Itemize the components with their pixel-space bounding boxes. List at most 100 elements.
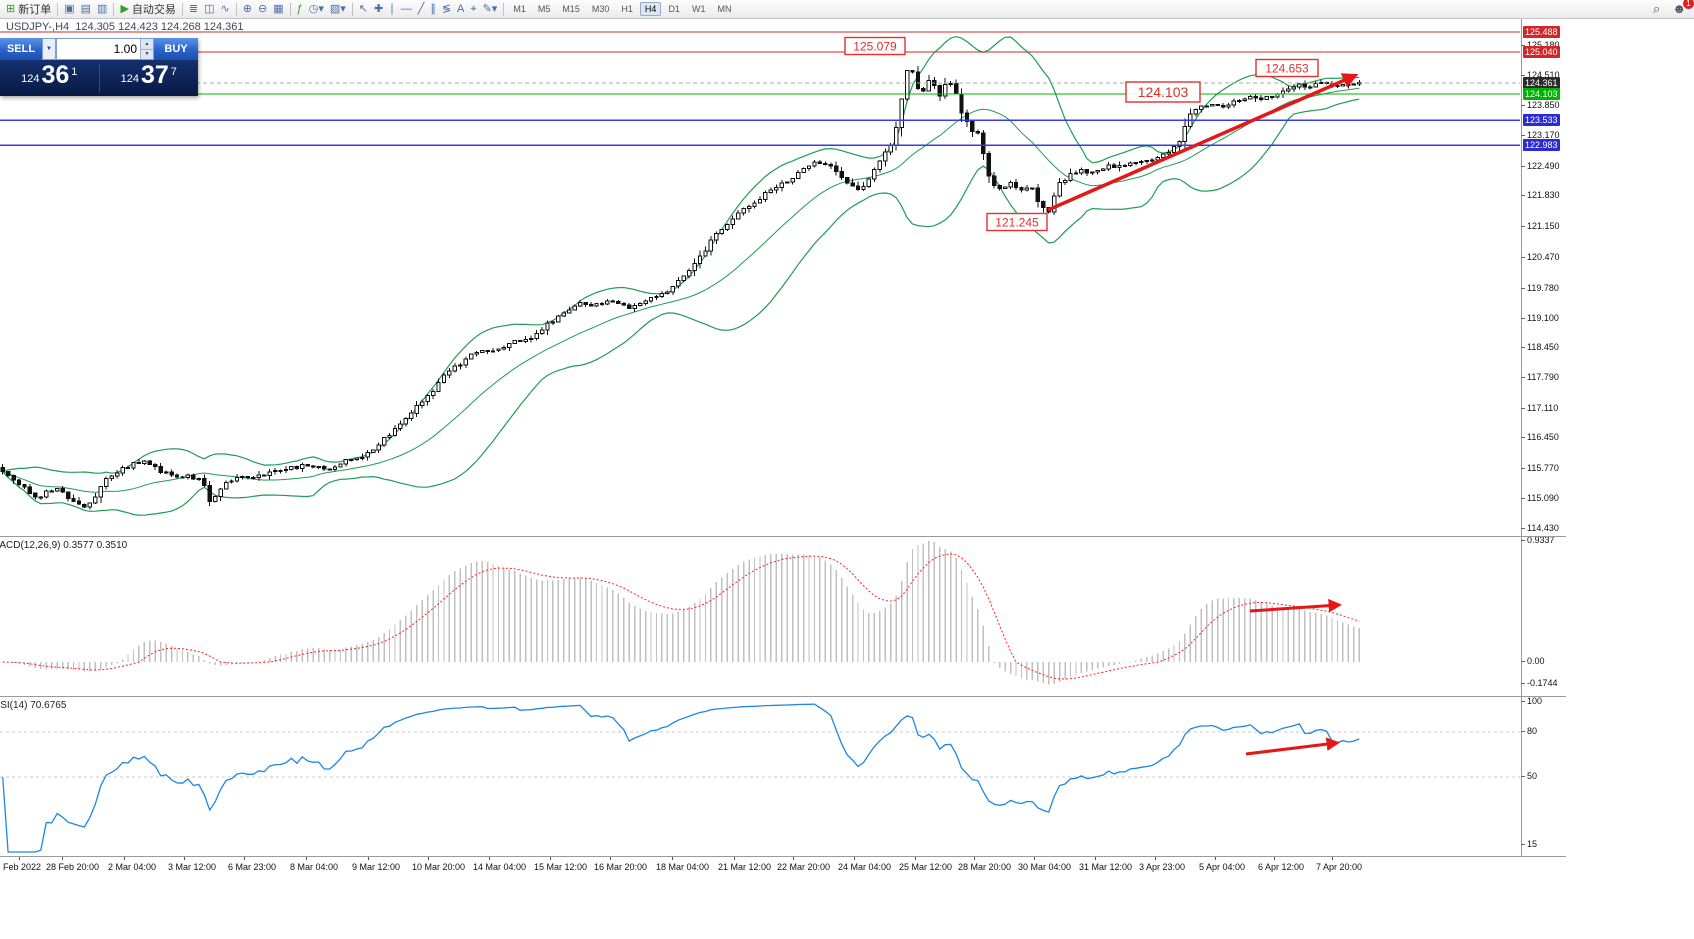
shapes-button[interactable]: ✎▾ xyxy=(480,1,501,17)
time-label: 8 Mar 04:00 xyxy=(290,862,339,872)
bar-chart-button[interactable]: ≣ xyxy=(186,1,201,17)
axis-label: 115.090 xyxy=(1521,493,1559,504)
timeframe-mn-button[interactable]: MN xyxy=(717,4,732,14)
macd-arrow[interactable] xyxy=(1249,598,1343,613)
toolbar-separator xyxy=(503,2,505,16)
label-button[interactable]: ⌖ xyxy=(467,1,479,17)
time-tick xyxy=(124,857,125,860)
template-button[interactable]: ▨▾ xyxy=(327,1,349,17)
price-annotation[interactable]: 124.103 xyxy=(1125,81,1201,103)
auto-trading-button[interactable]: ▶ 自动交易 xyxy=(117,1,178,17)
tile-windows-icon: ▦ xyxy=(273,3,284,15)
toolbar-left: ⊞ 新订单 ▣ ▤ ▥ ▶ 自动交易 ≣ ◫ ∿ ⊕ ⊖ ▦ ƒ ◷▾ ▨▾ ↖ ✚ ∣ ― ╱ ∥ ≶ A ⌖ ✎▾ M1 M5 M1… xyxy=(0,0,1694,18)
time-label: 24 Mar 04:00 xyxy=(838,862,892,872)
rsi-arrow[interactable] xyxy=(1245,737,1341,756)
timeframe-d1-button[interactable]: D1 xyxy=(668,4,680,14)
market-watch-button[interactable]: ▥ xyxy=(94,1,110,17)
new-chart-button[interactable]: ▣ xyxy=(61,1,77,17)
time-label: 31 Mar 12:00 xyxy=(1079,862,1133,872)
indicators-button[interactable]: ƒ xyxy=(294,1,306,17)
account-icon[interactable]: ☻ 1 xyxy=(1672,0,1694,18)
axis-label: 0.00 xyxy=(1521,656,1545,666)
timeframe-m1-button[interactable]: M1 xyxy=(513,4,526,14)
axis-label: 125.180 xyxy=(1521,39,1560,50)
axis-label: 123.850 xyxy=(1521,99,1560,110)
timeframe-m5-button[interactable]: M5 xyxy=(537,4,551,14)
horizontal-line-button[interactable]: ― xyxy=(398,1,415,17)
time-tick xyxy=(184,857,185,860)
panel-separator[interactable] xyxy=(0,696,1566,697)
main-chart[interactable]: 125.079 124.103 124.653 121.245 xyxy=(0,18,1566,536)
time-tick xyxy=(62,857,63,860)
volume-dropdown-button[interactable]: ▼ xyxy=(42,38,56,60)
timeframe-w1-button[interactable]: W1 xyxy=(691,4,706,14)
candlestick-button[interactable]: ◫ xyxy=(201,1,217,17)
template-icon: ▨▾ xyxy=(329,3,346,15)
rsi-indicator-label: RSI(14) 70.6765 xyxy=(0,700,67,711)
time-tick xyxy=(1095,857,1096,860)
fibonacci-button[interactable]: ≶ xyxy=(439,1,454,17)
new-order-button[interactable]: ⊞ 新订单 xyxy=(3,1,54,17)
sell-price-prefix: 124 xyxy=(21,72,40,85)
price-axis[interactable]: 125.180 124.510 123.850 123.170 122.490 121.8… xyxy=(1520,18,1570,856)
timeframe-m30-button[interactable]: M30 xyxy=(591,4,610,14)
axis-label: -0.1744 xyxy=(1521,678,1558,688)
axis-label: 0.9337 xyxy=(1521,535,1555,545)
auto-trading-icon: ▶ xyxy=(120,3,129,15)
time-axis[interactable]: Feb 2022 28 Feb 20:00 2 Mar 04:00 3 Mar 12:… xyxy=(0,857,1566,875)
rsi-panel[interactable] xyxy=(0,697,1566,856)
axis-label: 114.430 xyxy=(1521,523,1559,533)
axis-label: 118.450 xyxy=(1521,342,1559,353)
price-annotation[interactable]: 125.079 xyxy=(844,36,906,56)
cursor-button[interactable]: ↖ xyxy=(356,1,371,17)
timeframe-h1-button[interactable]: H1 xyxy=(621,4,633,14)
volume-down-button[interactable]: ▼ xyxy=(140,49,153,59)
buy-button[interactable]: BUY xyxy=(154,38,198,60)
svg-text:124.103: 124.103 xyxy=(1138,84,1189,100)
time-label: 16 Mar 20:00 xyxy=(594,862,648,872)
new-order-icon: ⊞ xyxy=(6,3,16,15)
price-annotation[interactable]: 124.653 xyxy=(1255,58,1319,78)
sell-button[interactable]: SELL xyxy=(0,38,42,60)
time-tick xyxy=(1155,857,1156,860)
buy-price[interactable]: 124 37 7 xyxy=(100,63,199,90)
price-annotation[interactable]: 121.245 xyxy=(986,212,1048,232)
bar-chart-icon: ≣ xyxy=(188,3,199,15)
volume-input[interactable] xyxy=(57,39,140,59)
panel-separator[interactable] xyxy=(0,856,1566,857)
periods-icon: ◷▾ xyxy=(308,3,324,15)
line-chart-button[interactable]: ∿ xyxy=(218,1,233,17)
tile-windows-button[interactable]: ▦ xyxy=(270,1,286,17)
channel-icon: ∥ xyxy=(430,3,436,15)
time-label: 5 Apr 04:00 xyxy=(1199,862,1246,872)
time-label: 28 Mar 20:00 xyxy=(958,862,1012,872)
macd-panel[interactable] xyxy=(0,537,1566,696)
chart-ohlc-header: USDJPY-,H4 124.305 124.423 124.268 124.3… xyxy=(6,21,244,33)
channel-button[interactable]: ∥ xyxy=(427,1,439,17)
timeframe-h4-button[interactable]: H4 xyxy=(639,2,662,16)
trendline-button[interactable]: ╱ xyxy=(415,1,428,17)
bollinger-bands xyxy=(2,35,1360,516)
zoom-out-button[interactable]: ⊖ xyxy=(255,1,270,17)
periods-button[interactable]: ◷▾ xyxy=(306,1,327,17)
trend-arrow[interactable] xyxy=(1047,73,1359,212)
new-order-button-label: 新订单 xyxy=(18,4,52,16)
sell-price[interactable]: 124 36 1 xyxy=(0,63,99,90)
axis-label: 100 xyxy=(1520,696,1543,706)
horizontal-line-icon: ― xyxy=(400,3,412,15)
profiles-button[interactable]: ▤ xyxy=(78,1,94,17)
time-tick xyxy=(368,857,369,860)
text-button[interactable]: A xyxy=(454,1,467,17)
vertical-line-button[interactable]: ∣ xyxy=(386,1,398,17)
crosshair-button[interactable]: ✚ xyxy=(371,1,386,17)
panel-separator[interactable] xyxy=(0,536,1566,537)
timeframe-m15-button[interactable]: M15 xyxy=(562,4,580,14)
zoom-in-button[interactable]: ⊕ xyxy=(240,1,255,17)
volume-up-button[interactable]: ▲ xyxy=(140,39,153,50)
search-icon[interactable]: ⌕ xyxy=(1653,1,1661,16)
price-badge: 123.533 xyxy=(1523,113,1560,126)
notification-badge: 1 xyxy=(1683,0,1694,9)
toolbar-right: ⌕ ☻ 1 xyxy=(1653,0,1694,18)
one-click-trade-panel: SELL ▼ ▲ ▼ BUY 124 36 1 124 37 7 xyxy=(0,38,198,96)
svg-text:121.245: 121.245 xyxy=(995,215,1039,229)
